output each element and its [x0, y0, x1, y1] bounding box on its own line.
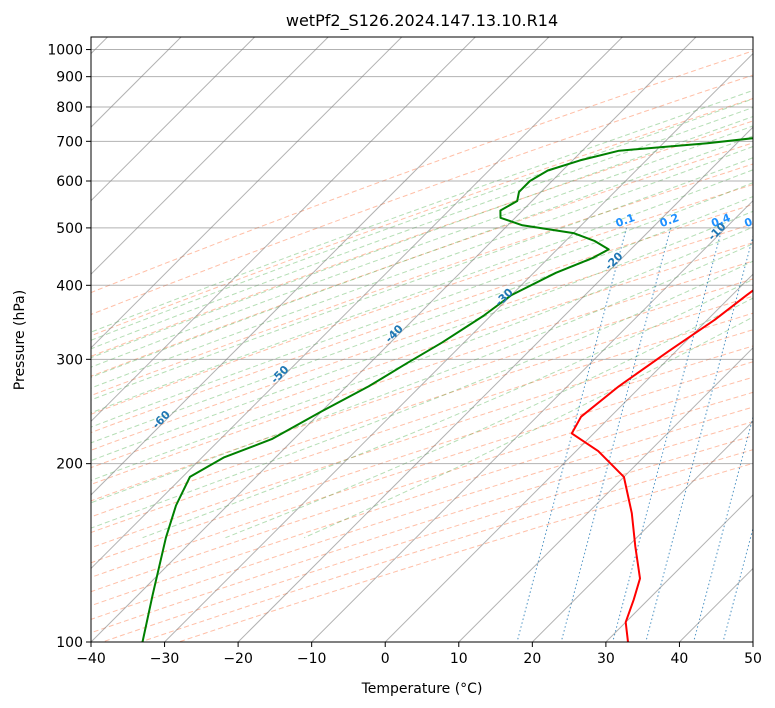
isotherm-line [163, 52, 753, 642]
dry-adiabat-line [91, 278, 753, 502]
moist-adiabat-line [91, 106, 753, 350]
moist-adiabat-line [91, 210, 753, 462]
isotherm-line [237, 126, 753, 642]
pressure-gridlines [91, 49, 753, 642]
y-tick-label: 600 [56, 174, 83, 190]
x-tick-label: 10 [450, 651, 468, 667]
y-tick-label: 1000 [47, 43, 83, 59]
dry-adiabat-line [91, 203, 753, 434]
moist-adiabat-line [91, 115, 753, 359]
x-tick-label: −30 [150, 651, 180, 667]
dry-adiabat-line [91, 295, 753, 518]
dry-adiabat-line [91, 391, 753, 607]
dry-adiabat-line [91, 345, 753, 564]
isotherm-line [91, 37, 697, 642]
sounding-line-1 [570, 289, 753, 642]
moist-adiabat-line [91, 169, 753, 414]
isotherm-line [91, 37, 403, 349]
skewed-isotherms [91, 37, 753, 642]
x-tick-label: 20 [523, 651, 541, 667]
isotherm-line [91, 37, 477, 423]
isotherm-line [91, 37, 624, 570]
dry-adiabats [91, 50, 753, 642]
isotherm-line [531, 420, 753, 642]
dry-adiabat-line [91, 223, 753, 451]
plot-background [91, 37, 753, 642]
x-tick-label: 40 [671, 651, 689, 667]
moist-adiabat-line [91, 98, 753, 341]
mixing-ratio-label: 0.2 [658, 211, 681, 230]
x-tick-label: 50 [744, 651, 762, 667]
dry-adiabat-line [91, 260, 753, 485]
plot-frame [90, 36, 754, 643]
isotherm-line [458, 347, 753, 642]
y-tick-label: 400 [56, 278, 83, 294]
isotherm-line [605, 494, 753, 642]
mixing-ratio-label: 0.1 [614, 211, 637, 230]
moist-adiabats [91, 89, 753, 539]
x-tick-label: 30 [597, 651, 615, 667]
moist-adiabat-line [91, 125, 753, 368]
dry-adiabat-line [91, 163, 753, 397]
y-axis-label: Pressure (hPa) [12, 290, 28, 390]
moist-adiabat-line [91, 260, 753, 529]
y-tick-label: 700 [56, 134, 83, 150]
y-tick-label: 900 [56, 70, 83, 86]
moist-adiabat-line [91, 135, 753, 378]
isotherm-line [91, 37, 550, 496]
isotherm-line [384, 273, 753, 642]
y-tick-label: 200 [56, 457, 83, 473]
moist-adiabat-line [91, 182, 753, 428]
dry-adiabat-line [91, 120, 753, 357]
mixing-ratio-label: 0.6 [743, 211, 766, 230]
y-tick-label: 300 [56, 352, 83, 368]
x-tick-label: −10 [297, 651, 327, 667]
x-tick-label: −20 [223, 651, 253, 667]
sounding-series [141, 137, 753, 642]
moist-adiabat-line [91, 145, 753, 389]
x-tick-label: 0 [381, 651, 390, 667]
sounding-line-2 [141, 137, 753, 642]
x-axis: −40 −30 −20 −10 0 10 20 30 40 50 [76, 642, 762, 667]
isotherm-line [91, 37, 329, 275]
moist-adiabat-line [91, 157, 753, 401]
plot-area: -100-90-80-70-60-50-40-30-20-100.10.20.4… [28, 37, 766, 642]
y-axis: 100 200 300 400 500 600 700 800 900 1000 [47, 43, 91, 651]
mixing-ratio-label: 0.4 [710, 211, 733, 230]
moist-adiabat-line [303, 316, 753, 539]
dry-adiabat-line [91, 242, 753, 469]
dry-adiabat-line [91, 376, 753, 593]
chart-title: wetPf2_S126.2024.147.13.10.R14 [286, 11, 558, 31]
x-axis-label: Temperature (°C) [361, 681, 483, 697]
isotherm-line [310, 199, 753, 642]
isotherm-line [91, 37, 256, 202]
dry-adiabat-line [91, 312, 753, 534]
dry-adiabat-line [91, 329, 753, 549]
dry-adiabat-line [91, 183, 753, 415]
isotherm-label: -70 [28, 456, 51, 479]
y-tick-label: 500 [56, 221, 83, 237]
y-tick-label: 800 [56, 100, 83, 116]
x-tick-label: −40 [76, 651, 106, 667]
y-tick-label: 100 [56, 635, 83, 651]
